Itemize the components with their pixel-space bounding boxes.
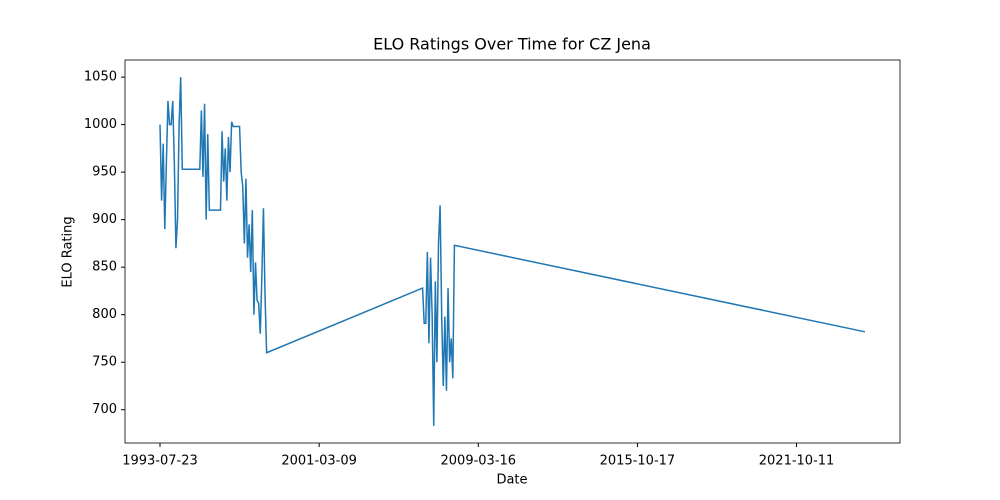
plot-frame	[124, 59, 901, 444]
x-tick-label: 2015-10-17	[600, 454, 676, 469]
x-axis-label: Date	[496, 473, 527, 488]
y-tick-label: 1050	[84, 70, 117, 85]
y-tick-label: 950	[92, 165, 117, 180]
x-tick-label: 1993-07-23	[122, 454, 198, 469]
y-tick-label: 900	[92, 212, 117, 227]
y-axis-label: ELO Rating	[61, 216, 76, 287]
x-tick-label: 2021-10-11	[759, 454, 835, 469]
chart-title: ELO Ratings Over Time for CZ Jena	[373, 35, 651, 54]
y-tick-label: 850	[92, 260, 117, 275]
y-tick-label: 750	[92, 355, 117, 370]
y-tick-label: 700	[92, 402, 117, 417]
series-line	[159, 77, 866, 426]
y-tick-label: 1000	[84, 117, 117, 132]
x-tick-label: 2001-03-09	[281, 454, 357, 469]
x-tick-label: 2009-03-16	[441, 454, 517, 469]
y-tick-label: 800	[92, 307, 117, 322]
